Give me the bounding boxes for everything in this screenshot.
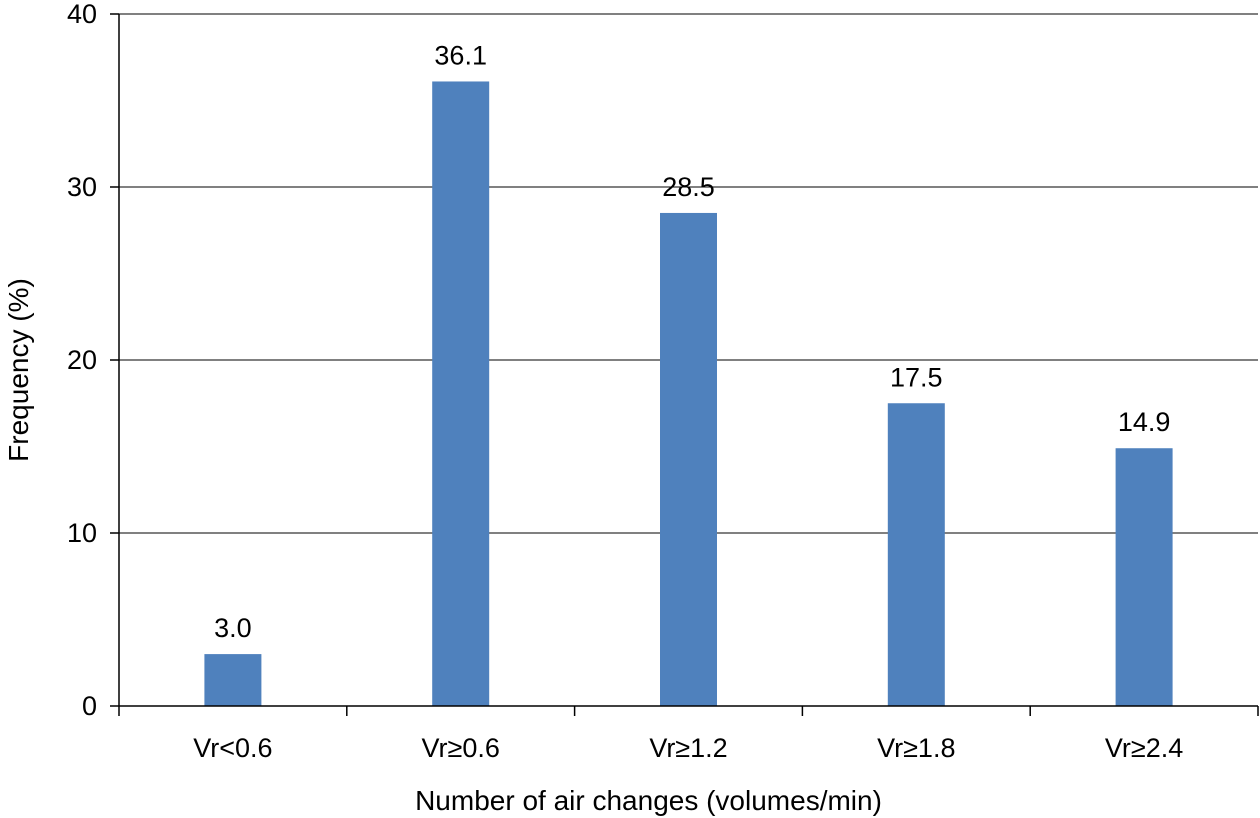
y-tick-label: 10 (67, 518, 97, 548)
data-label: 36.1 (434, 40, 487, 70)
x-category-label: Vr≥0.6 (422, 733, 500, 763)
gridlines (110, 13, 1259, 716)
data-labels: 3.0 36.1 28.5 17.5 14.9 (214, 40, 1170, 643)
y-tick-labels: 0 10 20 30 40 (67, 0, 97, 721)
bar-Vr≥1.8 (887, 403, 945, 706)
x-axis-title: Number of air changes (volumes/min) (415, 785, 882, 816)
bar-Vr≥0.6 (432, 81, 490, 707)
data-label: 28.5 (662, 172, 715, 202)
axes (118, 14, 1258, 707)
x-category-label: Vr≥1.8 (877, 733, 955, 763)
x-tick-labels: Vr<0.6 Vr≥0.6 Vr≥1.2 Vr≥1.8 Vr≥2.4 (193, 733, 1183, 763)
x-category-label: Vr≥1.2 (649, 733, 727, 763)
bar-Vr<0.6 (204, 654, 262, 706)
bars (204, 81, 1173, 707)
data-label: 14.9 (1118, 407, 1171, 437)
bar-Vr≥1.2 (660, 212, 717, 706)
x-category-label: Vr≥2.4 (1105, 733, 1183, 763)
y-tick-label: 30 (67, 172, 97, 202)
data-label: 3.0 (214, 613, 252, 643)
bar-Vr≥2.4 (1115, 448, 1173, 706)
y-tick-label: 0 (82, 691, 97, 721)
y-axis-title: Frequency (%) (3, 278, 34, 462)
x-category-label: Vr<0.6 (193, 733, 272, 763)
data-label: 17.5 (890, 362, 943, 392)
y-tick-label: 40 (67, 0, 97, 29)
y-tick-label: 20 (67, 345, 97, 375)
